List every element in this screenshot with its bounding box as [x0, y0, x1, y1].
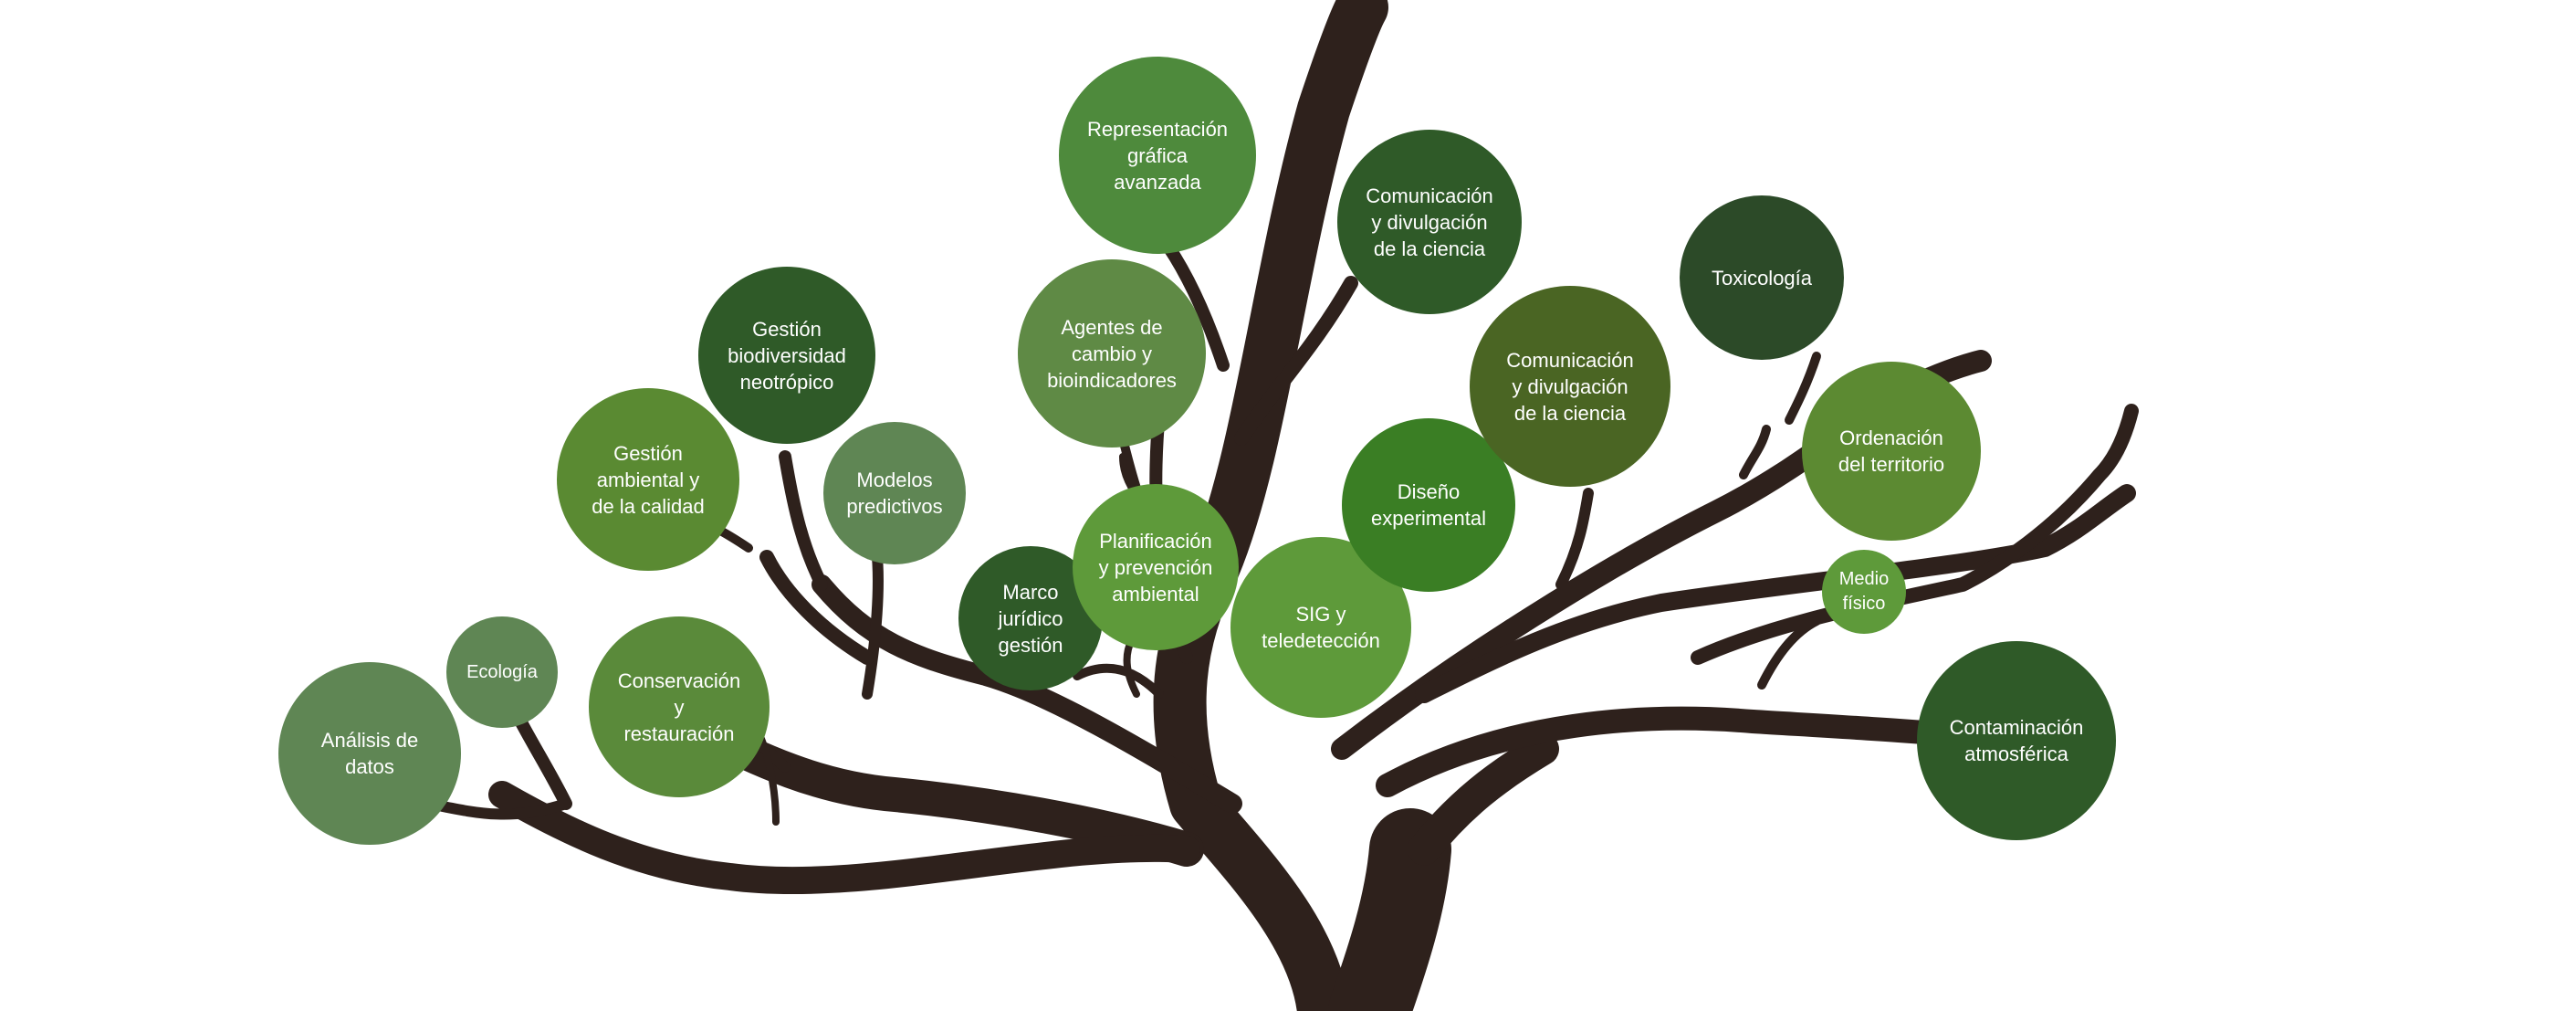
node-representacion-grafica: Representación gráfica avanzada — [1059, 57, 1256, 254]
node-label: Contaminación atmosférica — [1949, 716, 2084, 765]
node-label: Análisis de datos — [320, 729, 419, 778]
node-label: Planificación y prevención ambiental — [1098, 529, 1213, 606]
node-comunicacion-divulgacion-2: Comunicación y divulgación de la ciencia — [1470, 286, 1670, 487]
node-label: Ordenación del territorio — [1838, 427, 1945, 476]
node-toxicologia: Toxicología — [1680, 195, 1844, 360]
node-planificacion-prevencion: Planificación y prevención ambiental — [1073, 484, 1239, 650]
node-label: Comunicación y divulgación de la ciencia — [1366, 184, 1493, 260]
node-modelos-predictivos: Modelos predictivos — [823, 422, 966, 564]
node-label: Modelos predictivos — [846, 469, 943, 518]
node-label: Toxicología — [1711, 266, 1813, 290]
node-contaminacion-atmosferica: Contaminación atmosférica — [1917, 641, 2116, 840]
node-label: Ecología — [466, 661, 538, 682]
node-label: Gestión ambiental y de la calidad — [592, 441, 705, 518]
node-label: Marco jurídico gestión — [998, 580, 1063, 657]
node-medio-fisico: Medio físico — [1822, 550, 1906, 634]
node-gestion-biodiversidad: Gestión biodiversidad neotrópico — [698, 267, 875, 444]
node-label: SIG y teledetección — [1262, 603, 1380, 652]
node-agentes-de-cambio: Agentes de cambio y bioindicadores — [1018, 259, 1206, 448]
node-comunicacion-divulgacion-1: Comunicación y divulgación de la ciencia — [1337, 130, 1522, 314]
node-diseno-experimental: Diseño experimental — [1342, 418, 1515, 592]
node-conservacion-restauracion: Conservación y restauración — [589, 616, 770, 797]
node-label: Gestión biodiversidad neotrópico — [728, 317, 846, 394]
node-label: Representación gráfica avanzada — [1086, 117, 1229, 194]
node-label: Diseño experimental — [1371, 480, 1486, 530]
node-label: Comunicación y divulgación de la ciencia — [1506, 348, 1634, 425]
node-analisis-de-datos: Análisis de datos — [278, 662, 461, 845]
node-label: Agentes de cambio y bioindicadores — [1047, 315, 1177, 392]
node-label: Medio físico — [1838, 569, 1890, 614]
node-label: Conservación y restauración — [617, 669, 741, 745]
node-ordenacion-territorio: Ordenación del territorio — [1802, 362, 1981, 541]
node-gestion-ambiental-calidad: Gestión ambiental y de la calidad — [557, 388, 739, 571]
node-marco-juridico: Marco jurídico gestión — [958, 546, 1103, 690]
node-ecologia: Ecología — [446, 616, 558, 728]
